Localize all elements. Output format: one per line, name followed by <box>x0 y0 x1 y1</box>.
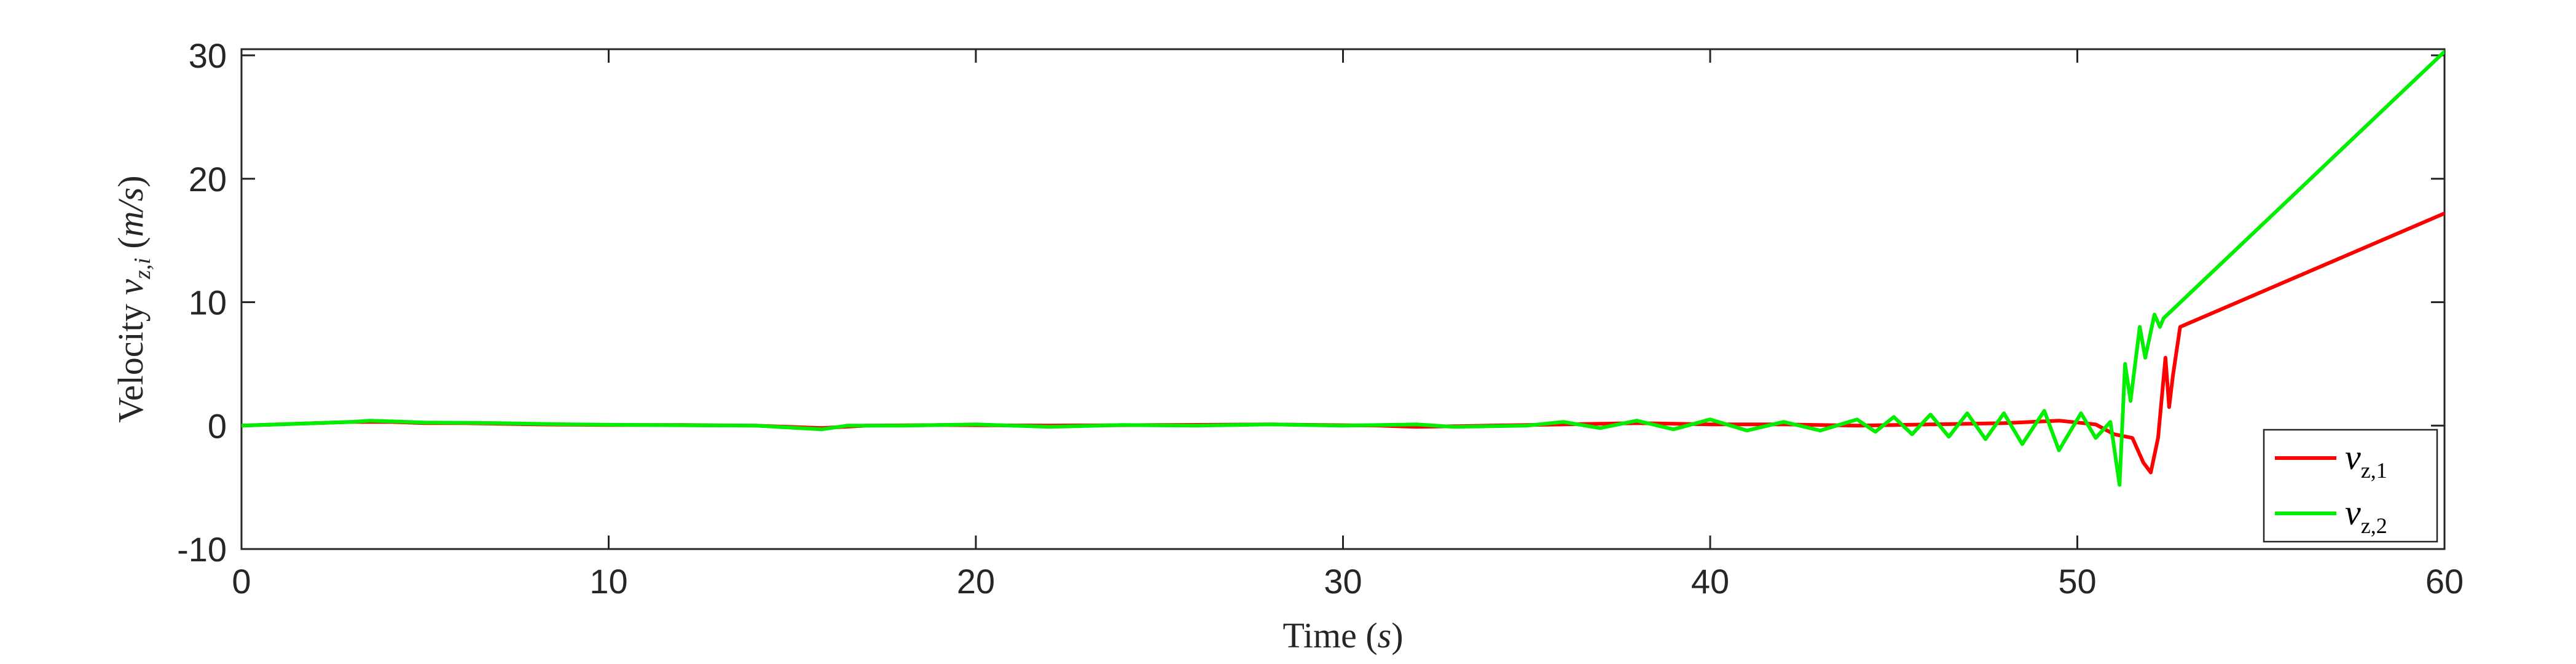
legend-label-1: vz,1 <box>2345 437 2387 483</box>
x-tick-label: 30 <box>1324 562 1362 601</box>
x-axis-ticks: 0 10 20 30 40 50 60 <box>232 49 2464 601</box>
legend: vz,1 vz,2 <box>2263 429 2438 543</box>
y-axis-title: Velocity vz,i (m/s) <box>111 175 155 422</box>
x-tick-label: 20 <box>957 562 995 601</box>
y-axis-ticks: -10 0 10 20 30 <box>177 36 2444 569</box>
x-tick-label: 50 <box>2058 562 2096 601</box>
series-line-2 <box>242 50 2444 487</box>
legend-label-2: vz,2 <box>2345 492 2387 538</box>
x-tick-label: 0 <box>232 562 251 601</box>
x-axis-title: Time (s) <box>1282 615 1403 655</box>
y-tick-label: -10 <box>177 530 227 569</box>
y-tick-label: 30 <box>189 36 227 75</box>
x-tick-label: 60 <box>2425 562 2464 601</box>
x-tick-label: 40 <box>1691 562 1729 601</box>
x-tick-label: 10 <box>589 562 627 601</box>
y-tick-label: 10 <box>189 283 227 322</box>
legend-box <box>2263 429 2438 543</box>
y-tick-label: 20 <box>189 160 227 199</box>
series-layer <box>242 50 2444 487</box>
plot-area <box>240 48 2446 550</box>
y-tick-label: 0 <box>208 406 227 445</box>
